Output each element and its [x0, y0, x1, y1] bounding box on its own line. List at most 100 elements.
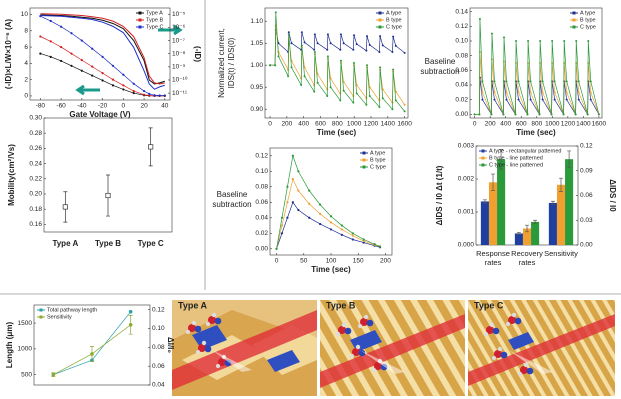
x-tick-label: 800 [332, 121, 343, 128]
legend-label: Sensitivity [47, 314, 72, 320]
legend-marker [572, 11, 576, 15]
error-bar [533, 219, 538, 224]
y-tick-label: 0.08 [255, 183, 268, 190]
y-tick-label: 0.14 [455, 8, 468, 15]
point [105, 192, 111, 199]
y-tick-label: 500 [21, 371, 32, 378]
x-tick-label: Type A [52, 239, 78, 248]
point [132, 89, 135, 93]
legend-label: Type B [146, 17, 163, 23]
x-tick-label: 1200 [364, 121, 379, 128]
y-tick-label: 0.18 [29, 206, 42, 213]
point [378, 51, 381, 53]
y-tick-label: 0.12 [455, 23, 468, 30]
point [551, 40, 554, 42]
illustration-c: Type C [468, 300, 615, 396]
y2-tick-label: 0.09 [580, 167, 593, 174]
panel-label: Type C [474, 300, 504, 310]
point [275, 247, 278, 250]
error-bar [482, 199, 487, 204]
point [352, 34, 355, 37]
point [340, 228, 343, 231]
y-axis-label: Baseline [217, 190, 248, 199]
point [351, 234, 354, 237]
point [379, 35, 382, 38]
point [158, 94, 161, 97]
point [308, 216, 311, 219]
illustration-a: Type A [172, 300, 317, 396]
point [365, 103, 368, 106]
x-tick-label: Type C [138, 239, 164, 248]
point [316, 42, 319, 45]
y2-tick-label: 0.06 [152, 363, 165, 370]
y-tick-label: 0.002 [458, 176, 475, 183]
point [339, 33, 342, 36]
legend-label: B type [370, 157, 386, 163]
point [111, 64, 115, 67]
x-tick-label: Recovery rates [511, 249, 543, 267]
point [565, 80, 568, 83]
plot-frame [29, 7, 171, 101]
point [274, 64, 277, 67]
point [553, 91, 556, 94]
x-tick-label: 20 [140, 103, 148, 110]
legend-marker [378, 11, 382, 15]
point [577, 98, 580, 101]
point [342, 89, 345, 92]
x-tick-label: 400 [298, 121, 309, 128]
bar [556, 184, 566, 245]
point [493, 91, 496, 94]
point [308, 189, 311, 192]
point [381, 44, 384, 47]
point [381, 97, 384, 100]
series-line [276, 177, 381, 249]
y-tick-label: 0 [24, 93, 28, 100]
legend-label: B type - line patterned [489, 155, 543, 161]
x-tick-label: 0 [122, 103, 126, 110]
point [342, 42, 345, 45]
point [300, 84, 303, 86]
legend-marker [378, 18, 382, 22]
point [553, 98, 556, 101]
point [329, 86, 332, 89]
legend-label: C type [580, 24, 596, 30]
legend-label: A type [370, 150, 385, 156]
y2-axis-label: (-ID) [193, 46, 202, 62]
series-line [276, 201, 381, 249]
point [575, 40, 578, 42]
point [339, 48, 342, 51]
x-tick-label: -80 [36, 103, 46, 110]
legend-label: Type A [146, 10, 163, 16]
point [587, 40, 590, 42]
point [274, 11, 277, 14]
point [391, 108, 394, 111]
point [563, 40, 566, 42]
y-tick-label: 0.00 [455, 111, 468, 118]
legend-label: Type C [146, 24, 163, 30]
point [379, 66, 382, 69]
series-line [40, 13, 165, 85]
point [148, 92, 151, 95]
y2-tick-label: 0.04 [152, 382, 165, 389]
point [297, 208, 300, 212]
x-axis-label: Time (sec) [516, 128, 556, 137]
point [517, 98, 520, 101]
y2-tick-label: 0.08 [152, 344, 165, 351]
x-tick-label: 800 [531, 121, 542, 128]
point [132, 91, 135, 95]
legend-label: A type - rectangular patterned [489, 148, 561, 154]
point [339, 99, 342, 102]
legend-label: B type [580, 17, 596, 23]
point [297, 189, 300, 192]
point [39, 52, 42, 55]
point [392, 35, 395, 38]
point [326, 48, 329, 51]
x-tick-label: 600 [315, 121, 326, 128]
point [300, 44, 303, 47]
point [316, 81, 319, 84]
y-tick-label: 0.00 [255, 246, 268, 253]
y-tick-label: 0.04 [455, 82, 468, 89]
y2-tick-label: 10⁻⁵ [172, 11, 186, 18]
y-tick-label: 6 [24, 44, 28, 51]
